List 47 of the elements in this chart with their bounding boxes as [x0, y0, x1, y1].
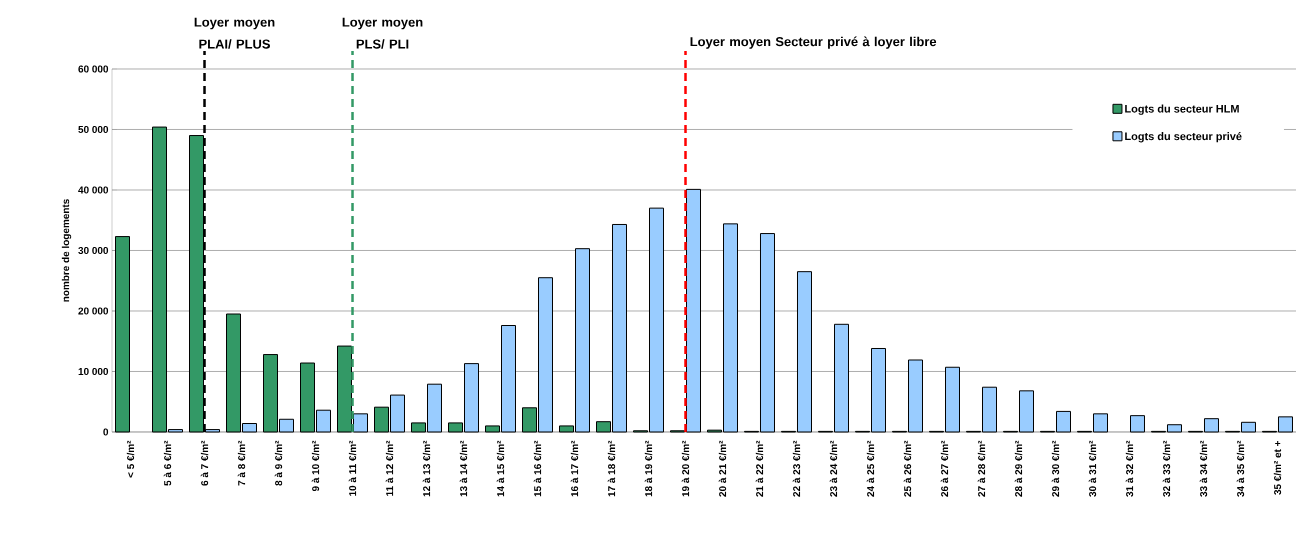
x-tick-label: 14 à 15 €/m²	[496, 440, 505, 497]
x-tick-label: 15 à 16 €/m²	[533, 440, 542, 497]
y-axis-title: nombre de logements	[61, 199, 72, 302]
x-tick-label: 17 à 18 €/m²	[607, 440, 616, 497]
y-tick-label: 30 000	[78, 246, 109, 255]
x-tick-label: 25 à 26 €/m²	[903, 440, 912, 497]
x-tick-label: 24 à 25 €/m²	[866, 440, 875, 497]
x-tick-label: 6 à 7 €/m²	[200, 440, 209, 486]
x-tick-label: 23 à 24 €/m²	[829, 440, 838, 497]
x-tick-label: < 5 €/m²	[126, 440, 135, 478]
x-tick-label: 16 à 17 €/m²	[570, 440, 579, 497]
x-tick-label: 29 à 30 €/m²	[1051, 440, 1060, 497]
ref-line-label: Loyer moyen PLS/ PLI	[342, 17, 423, 49]
y-tick-label: 60 000	[78, 65, 109, 73]
x-tick-label: 31 à 32 €/m²	[1125, 440, 1134, 497]
x-tick-label: 35 €/m² et +	[1273, 440, 1282, 495]
x-tick-label: 13 à 14 €/m²	[459, 440, 468, 497]
legend-label: Logts du secteur privé	[1125, 132, 1242, 143]
legend-label: Logts du secteur HLM	[1125, 104, 1239, 115]
y-tick-label: 0	[103, 428, 109, 436]
x-tick-label: 22 à 23 €/m²	[792, 440, 801, 497]
y-tick-label: 20 000	[78, 307, 109, 315]
bar	[115, 236, 131, 433]
x-tick-label: 21 à 22 €/m²	[755, 440, 764, 497]
x-tick-label: 30 à 31 €/m²	[1088, 440, 1097, 497]
x-tick-label: 20 à 21 €/m²	[718, 440, 727, 497]
x-tick-label: 11 à 12 €/m²	[385, 440, 394, 496]
x-tick-label: 9 à 10 €/m²	[311, 440, 320, 492]
bar	[1130, 415, 1145, 433]
x-tick-label: 33 à 34 €/m²	[1199, 440, 1208, 497]
x-tick-label: 28 à 29 €/m²	[1014, 440, 1023, 497]
ref-line-label: Loyer moyen PLAI/ PLUS	[194, 17, 275, 49]
x-tick-label: 32 à 33 €/m²	[1162, 440, 1171, 497]
x-tick-label: 12 à 13 €/m²	[422, 440, 431, 497]
y-tick-label: 40 000	[78, 186, 109, 194]
x-tick-label: 19 à 20 €/m²	[681, 440, 690, 497]
x-tick-label: 5 à 6 €/m²	[163, 440, 172, 486]
y-tick-label: 10 000	[78, 367, 109, 376]
x-tick-label: 8 à 9 €/m²	[274, 440, 283, 486]
x-tick-label: 7 à 8 €/m²	[237, 440, 246, 486]
ref-line-label: Loyer moyen Secteur privé à loyer libre	[690, 36, 937, 49]
x-tick-label: 27 à 28 €/m²	[977, 440, 986, 497]
x-tick-label: 10 à 11 €/m²	[348, 440, 357, 496]
x-tick-label: 26 à 27 €/m²	[940, 440, 949, 497]
y-tick-label: 50 000	[78, 125, 109, 134]
x-tick-label: 34 à 35 €/m²	[1236, 440, 1245, 497]
x-tick-label: 18 à 19 €/m²	[644, 440, 653, 497]
